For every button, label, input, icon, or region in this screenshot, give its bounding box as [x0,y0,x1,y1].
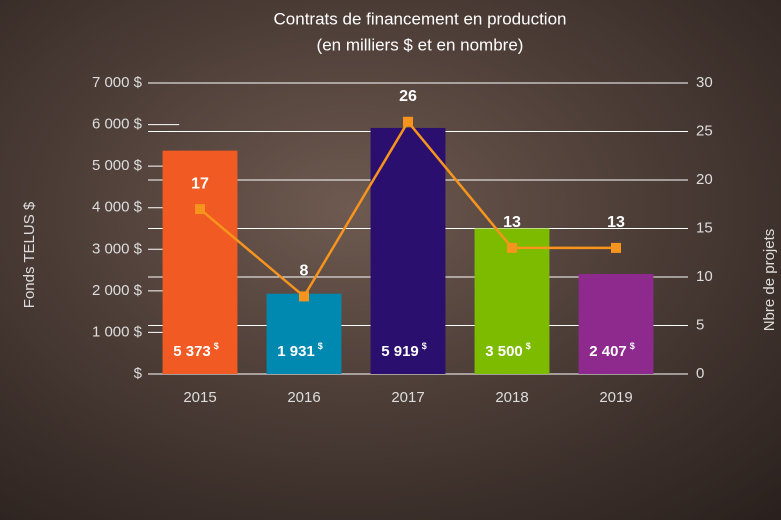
line-value-label: 13 [503,214,521,231]
chart-subtitle: (en milliers $ et en nombre) [317,35,524,54]
x-tick-label: 2017 [391,389,424,406]
value-label-unit: $ [422,341,427,351]
x-tick-label: 2019 [599,389,632,406]
value-label: 2 407 $ [589,341,635,360]
y-tick-label: 7 000 $ [92,74,143,91]
line-value-label: 26 [399,88,417,105]
value-label-unit: $ [318,341,323,351]
y-tick-label: 4 000 $ [92,199,143,216]
line-marker [507,242,517,253]
y-tick-label: 6 000 $ [92,116,143,133]
line-marker [611,242,621,253]
bar [266,293,342,374]
value-label: 3 500 $ [485,341,531,360]
line-value-label: 17 [191,175,209,192]
value-label: 5 919 $ [381,341,427,360]
value-label: 1 931 $ [277,341,323,360]
line-value-label: 13 [607,214,625,231]
y2-tick-label: 15 [696,219,713,236]
value-label-unit: $ [214,341,219,351]
value-label-number: 3 500 [485,343,523,360]
value-label-unit: $ [526,341,531,351]
y2-tick-label: 30 [696,74,713,91]
y2-tick-label: 20 [696,171,713,188]
value-label-number: 5 919 [381,343,419,360]
line-value-label: 8 [300,263,309,280]
value-label-number: 2 407 [589,343,627,360]
y-axis-label: Fonds TELUS $ [21,201,38,308]
line-marker [403,116,413,127]
y2-tick-label: 25 [696,122,713,139]
y-tick-label: 1 000 $ [92,323,143,340]
line-marker [299,291,309,302]
x-tick-label: 2016 [287,389,320,406]
chart-title: Contrats de financement en production [274,9,567,28]
y-tick-label: 5 000 $ [92,157,143,174]
value-label-number: 1 931 [277,343,315,360]
y2-tick-label: 10 [696,268,713,285]
x-tick-label: 2015 [183,389,216,406]
value-label: 5 373 $ [173,341,219,360]
y-tick-label: $ [134,365,143,382]
bar [578,273,654,374]
x-tick-label: 2018 [495,389,528,406]
bar [162,150,238,374]
y2-tick-label: 0 [696,365,704,382]
y-tick-label: 3 000 $ [92,240,143,257]
y-tick-label: 2 000 $ [92,282,143,299]
y2-axis-label: Nbre de projets [761,229,778,332]
value-label-number: 5 373 [173,343,211,360]
line-marker [195,204,205,215]
bar [370,127,446,374]
value-label-unit: $ [630,341,635,351]
y2-tick-label: 5 [696,316,704,333]
